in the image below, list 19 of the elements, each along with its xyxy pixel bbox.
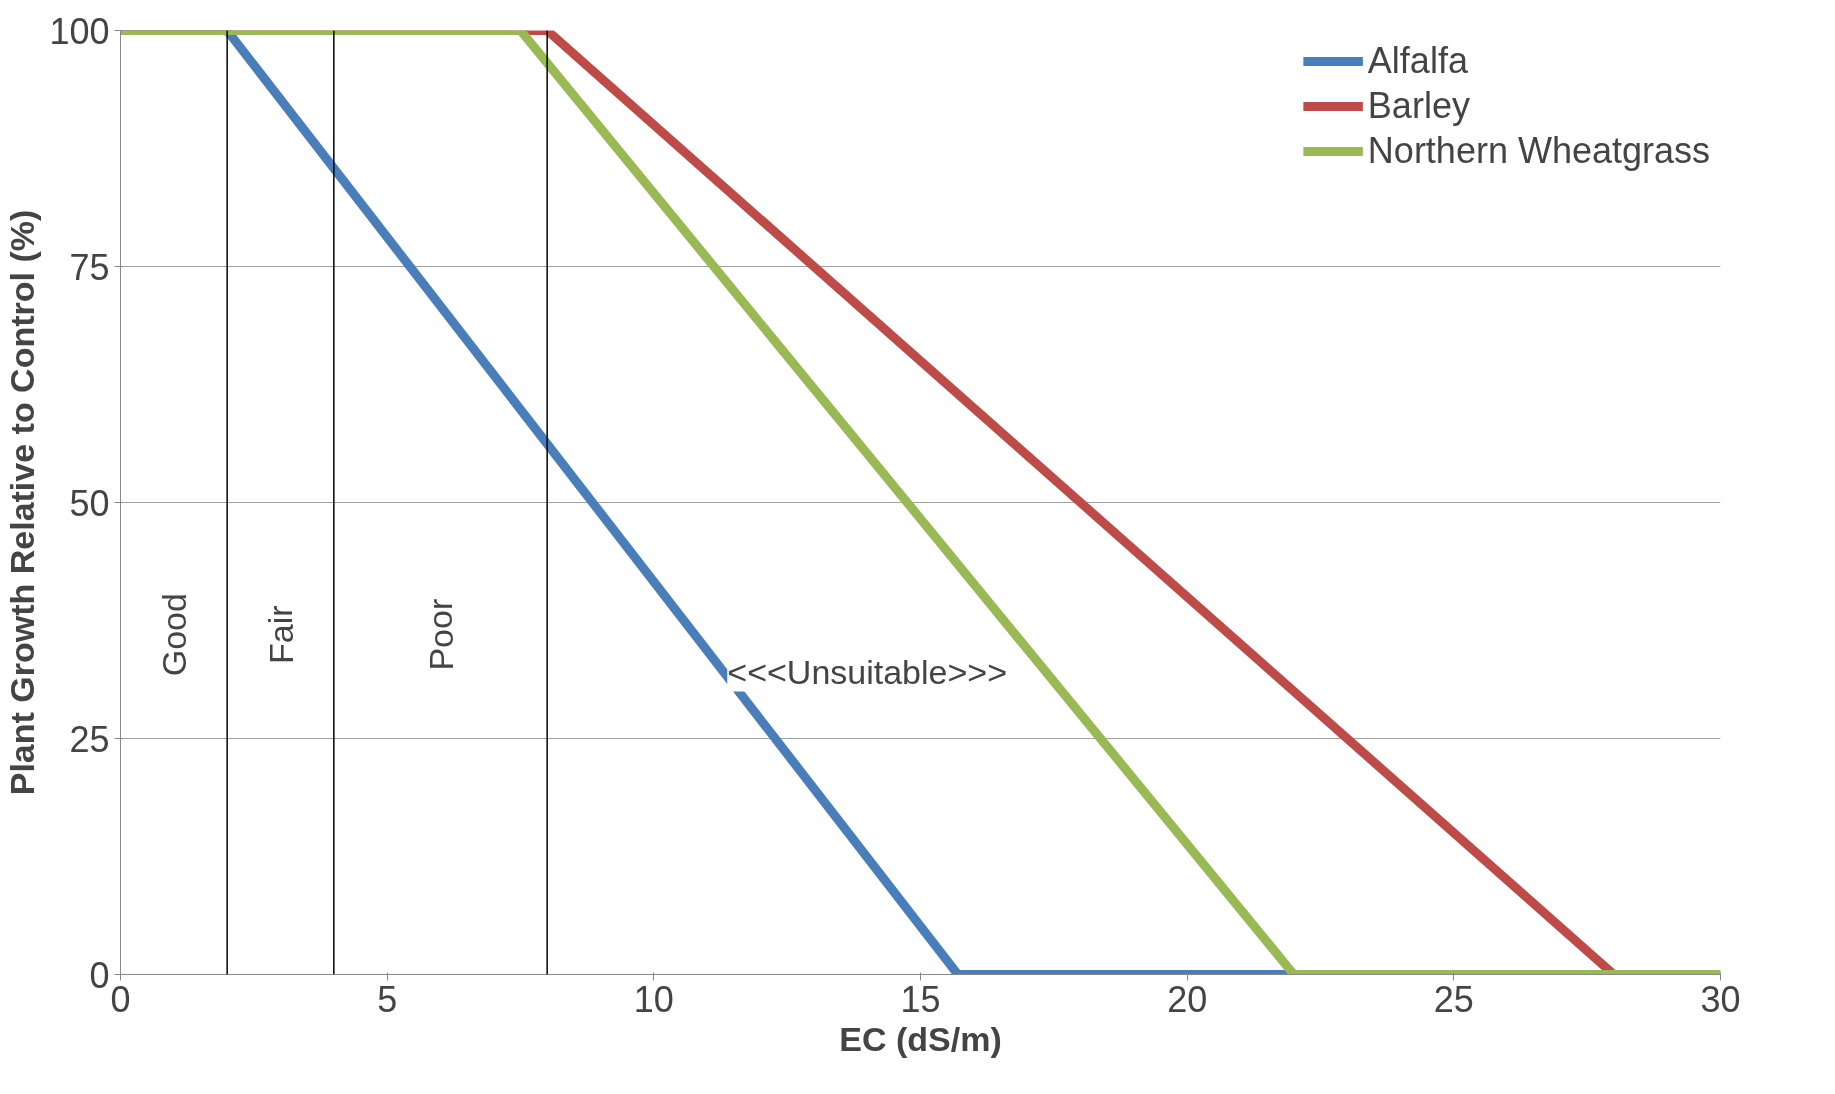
legend-label: Alfalfa bbox=[1367, 40, 1468, 82]
x-axis-title: EC (dS/m) bbox=[839, 1019, 1002, 1058]
x-tick-label: 15 bbox=[900, 978, 941, 1020]
y-tick-label: 25 bbox=[69, 718, 110, 760]
annotation: <<<Unsuitable>>> bbox=[727, 653, 1008, 692]
y-tick-label: 75 bbox=[69, 246, 110, 288]
x-tick-label: 5 bbox=[377, 978, 398, 1020]
x-tick-label: 10 bbox=[633, 978, 674, 1020]
x-tick-label: 25 bbox=[1433, 978, 1474, 1020]
y-tick-label: 100 bbox=[49, 10, 110, 52]
x-tick-label: 30 bbox=[1700, 978, 1741, 1020]
y-tick-label: 50 bbox=[69, 482, 110, 524]
x-tick-label: 20 bbox=[1167, 978, 1208, 1020]
legend-label: Northern Wheatgrass bbox=[1367, 130, 1710, 172]
annotation: Poor bbox=[421, 598, 460, 671]
legend-label: Barley bbox=[1367, 85, 1470, 127]
annotation: Good bbox=[154, 593, 193, 677]
annotation: Fair bbox=[261, 605, 300, 664]
y-axis-title: Plant Growth Relative to Control (%) bbox=[3, 209, 42, 796]
